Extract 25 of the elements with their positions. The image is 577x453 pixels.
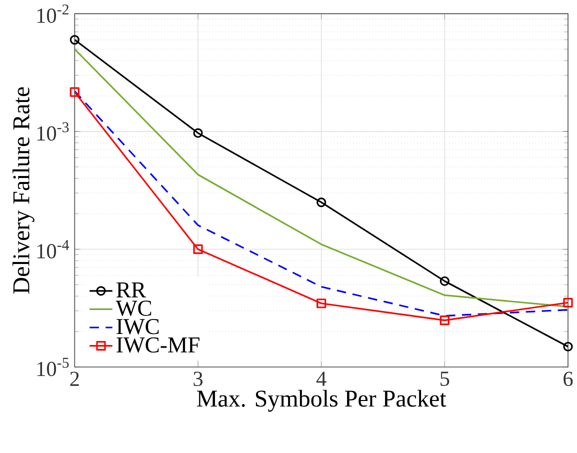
legend-label: IWC [116, 318, 159, 334]
x-tick-label: 6 [564, 372, 573, 386]
point [563, 298, 573, 308]
x-tick-label: 3 [194, 372, 202, 386]
y-axis-title: Delivery Failure Rate [12, 87, 34, 294]
legend-label: RR [116, 282, 146, 298]
point [440, 276, 450, 286]
point [70, 35, 80, 45]
x-tick-label: 5 [440, 372, 450, 386]
point [440, 316, 450, 326]
x-axis-title: Max. Symbols Per Packet [197, 390, 446, 412]
y-tick-label: 10$^{-3}$ [37, 122, 69, 141]
legend-label: IWC-MF [116, 337, 200, 353]
legend-label: WC [116, 300, 152, 316]
point [316, 298, 326, 308]
y-tick-label: 10$^{-5}$ [37, 358, 69, 376]
point [193, 128, 203, 138]
point [70, 87, 80, 97]
x-tick-label: 2 [70, 372, 79, 386]
x-tick-label: 4 [316, 372, 326, 386]
point [316, 198, 326, 208]
y-tick-label: 10$^{-4}$ [37, 240, 70, 258]
point [193, 244, 203, 254]
point [563, 342, 573, 352]
y-tick-label: 10$^{-2}$ [37, 4, 68, 23]
